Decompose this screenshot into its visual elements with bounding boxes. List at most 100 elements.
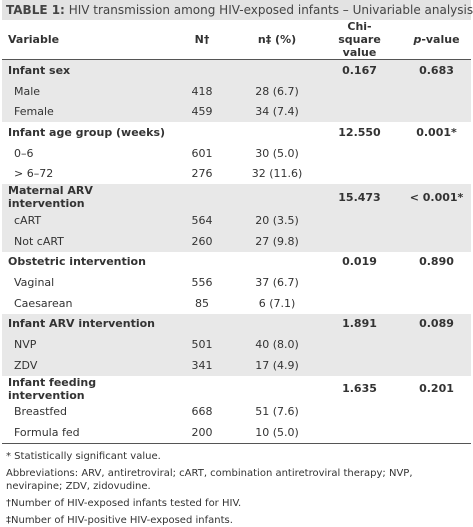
row-label: Caesarean xyxy=(14,296,73,310)
cell xyxy=(402,210,471,231)
data-row: Formula fed 200 10 (5.0) xyxy=(2,422,471,445)
data-row: ZDV 341 17 (4.9) xyxy=(2,354,471,376)
cell xyxy=(237,376,317,402)
group-row: Obstetric intervention 0.019 0.890 xyxy=(2,252,471,273)
p-value: 0.683 xyxy=(402,59,471,81)
cell xyxy=(317,334,402,355)
cell xyxy=(402,334,471,355)
header-text: -value xyxy=(421,33,460,46)
cell xyxy=(317,101,402,123)
n-tested: 459 xyxy=(167,101,237,123)
header-cell: Variable xyxy=(2,20,167,60)
cell xyxy=(237,122,317,143)
n-positive: 10 (5.0) xyxy=(237,422,317,445)
cell xyxy=(317,163,402,184)
data-row: > 6–72 276 32 (11.6) xyxy=(2,163,471,184)
group-label: Obstetric intervention xyxy=(8,255,146,269)
group-row: Infant ARV intervention 1.891 0.089 xyxy=(2,313,471,335)
cell xyxy=(237,252,317,273)
header-cell: n‡ (%) xyxy=(237,20,317,60)
cell xyxy=(317,422,402,445)
n-tested: 418 xyxy=(167,80,237,102)
cell xyxy=(237,59,317,81)
group-label: Infant ARV intervention xyxy=(2,313,167,335)
data-row: Breastfed 668 51 (7.6) xyxy=(2,402,471,423)
n-tested: 260 xyxy=(167,230,237,252)
row-label: Breastfed xyxy=(14,405,68,419)
row-label: 0–6 xyxy=(14,146,34,160)
table: Variable N† n‡ (%) Chi-square value p-va… xyxy=(2,20,471,445)
cell xyxy=(402,230,471,252)
cell xyxy=(237,184,317,211)
cell xyxy=(402,143,471,164)
cell xyxy=(317,293,402,314)
n-positive: 30 (5.0) xyxy=(255,146,299,160)
n-positive: 17 (4.9) xyxy=(237,354,317,376)
cell xyxy=(402,272,471,293)
chi-square: 0.019 xyxy=(342,255,377,269)
footnote: * Statistically significant value. xyxy=(6,451,161,462)
data-row: Female 459 34 (7.4) xyxy=(2,101,471,123)
n-positive: 37 (6.7) xyxy=(255,276,299,290)
chi-square: 12.550 xyxy=(338,125,381,139)
n-tested: 556 xyxy=(191,276,213,290)
n-positive: 34 (7.4) xyxy=(237,101,317,123)
title-label: TABLE 1: xyxy=(6,3,65,17)
n-tested: 341 xyxy=(167,354,237,376)
cell xyxy=(167,122,237,143)
cell xyxy=(317,272,402,293)
group-label: Infant age group (weeks) xyxy=(8,125,166,139)
cell xyxy=(317,354,402,376)
cell xyxy=(167,59,237,81)
n-positive: 20 (3.5) xyxy=(237,210,317,231)
cell xyxy=(317,210,402,231)
cell xyxy=(317,402,402,423)
chi-square: 1.891 xyxy=(317,313,402,335)
chi-square: 1.635 xyxy=(342,382,377,396)
n-positive: 51 (7.6) xyxy=(255,405,299,419)
data-row: NVP 501 40 (8.0) xyxy=(2,334,471,355)
n-tested: 601 xyxy=(191,146,213,160)
group-row: Maternal ARV intervention 15.473 < 0.001* xyxy=(2,184,471,211)
p-value: 0.890 xyxy=(419,255,454,269)
row-label: cART xyxy=(2,210,167,231)
cell xyxy=(317,80,402,102)
cell xyxy=(317,230,402,252)
group-row: Infant feeding intervention 1.635 0.201 xyxy=(2,376,471,402)
group-row: Infant age group (weeks) 12.550 0.001* xyxy=(2,122,471,143)
footnote: Abbreviations: ARV, antiretroviral; cART… xyxy=(6,468,413,492)
group-label: Infant sex xyxy=(2,59,167,81)
footnote: †Number of HIV-exposed infants tested fo… xyxy=(6,498,242,509)
header-cell: p-value xyxy=(402,20,471,60)
header-row: Variable N† n‡ (%) Chi-square value p-va… xyxy=(2,20,471,60)
data-row: Not cART 260 27 (9.8) xyxy=(2,230,471,252)
cell xyxy=(402,402,471,423)
cell xyxy=(402,163,471,184)
n-tested: 501 xyxy=(167,334,237,355)
footnotes: * Statistically significant value. Abbrev… xyxy=(2,444,471,527)
header-italic: p xyxy=(413,33,422,46)
p-value: 0.089 xyxy=(402,313,471,335)
n-positive: 28 (6.7) xyxy=(237,80,317,102)
row-label: Formula fed xyxy=(2,422,167,445)
table-title: TABLE 1: HIV transmission among HIV-expo… xyxy=(2,0,473,20)
cell xyxy=(237,313,317,335)
chi-square: 0.167 xyxy=(317,59,402,81)
cell xyxy=(402,354,471,376)
row-label: Not cART xyxy=(2,230,167,252)
title-text: HIV transmission among HIV-exposed infan… xyxy=(68,3,473,17)
n-positive: 40 (8.0) xyxy=(237,334,317,355)
p-value: < 0.001* xyxy=(402,184,471,211)
n-tested: 276 xyxy=(191,167,213,181)
row-label: ZDV xyxy=(2,354,167,376)
n-positive: 32 (11.6) xyxy=(251,167,303,181)
cell xyxy=(167,376,237,402)
data-row: Caesarean 85 6 (7.1) xyxy=(2,293,471,314)
group-label: Maternal ARV intervention xyxy=(2,184,167,211)
row-label: Male xyxy=(2,80,167,102)
cell xyxy=(317,143,402,164)
group-label: Infant feeding intervention xyxy=(8,375,97,402)
cell xyxy=(167,184,237,211)
row-label: NVP xyxy=(2,334,167,355)
